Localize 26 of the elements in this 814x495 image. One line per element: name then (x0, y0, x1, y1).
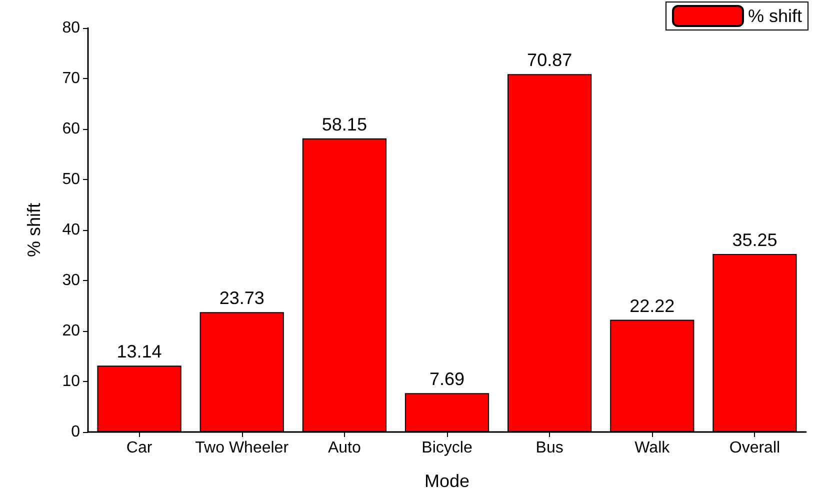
y-tick-label: 40 (62, 222, 80, 238)
x-axis-title: Mode (424, 471, 470, 491)
y-tick-label: 10 (62, 373, 80, 390)
x-tick-label: Walk (634, 440, 671, 456)
data-label: 35.25 (732, 230, 778, 250)
y-axis-title: % shift (24, 202, 44, 258)
x-tick-label: Bicycle (422, 440, 472, 456)
x-tick-label: Two Wheeler (195, 440, 290, 456)
y-tick-label: 0 (71, 424, 80, 440)
legend-label: % shift (748, 6, 802, 26)
x-tick-label: Overall (729, 440, 780, 456)
y-tick-label: 50 (62, 171, 80, 188)
data-label: 70.87 (527, 50, 572, 70)
data-label: 58.15 (322, 114, 367, 134)
y-tick-label: 30 (62, 272, 80, 289)
y-tick-label: 80 (62, 20, 80, 36)
y-tick-label: 20 (62, 322, 80, 340)
data-label: 7.69 (429, 369, 465, 390)
data-label: 22.22 (630, 296, 675, 316)
data-label: 23.73 (219, 288, 264, 308)
x-tick-label: Bus (536, 440, 564, 456)
y-tick-label: 70 (62, 70, 80, 87)
x-tick-label: Car (126, 440, 153, 456)
data-label: 13.14 (116, 342, 162, 362)
y-tick-label: 60 (62, 120, 80, 138)
x-tick-label: Auto (328, 440, 361, 456)
